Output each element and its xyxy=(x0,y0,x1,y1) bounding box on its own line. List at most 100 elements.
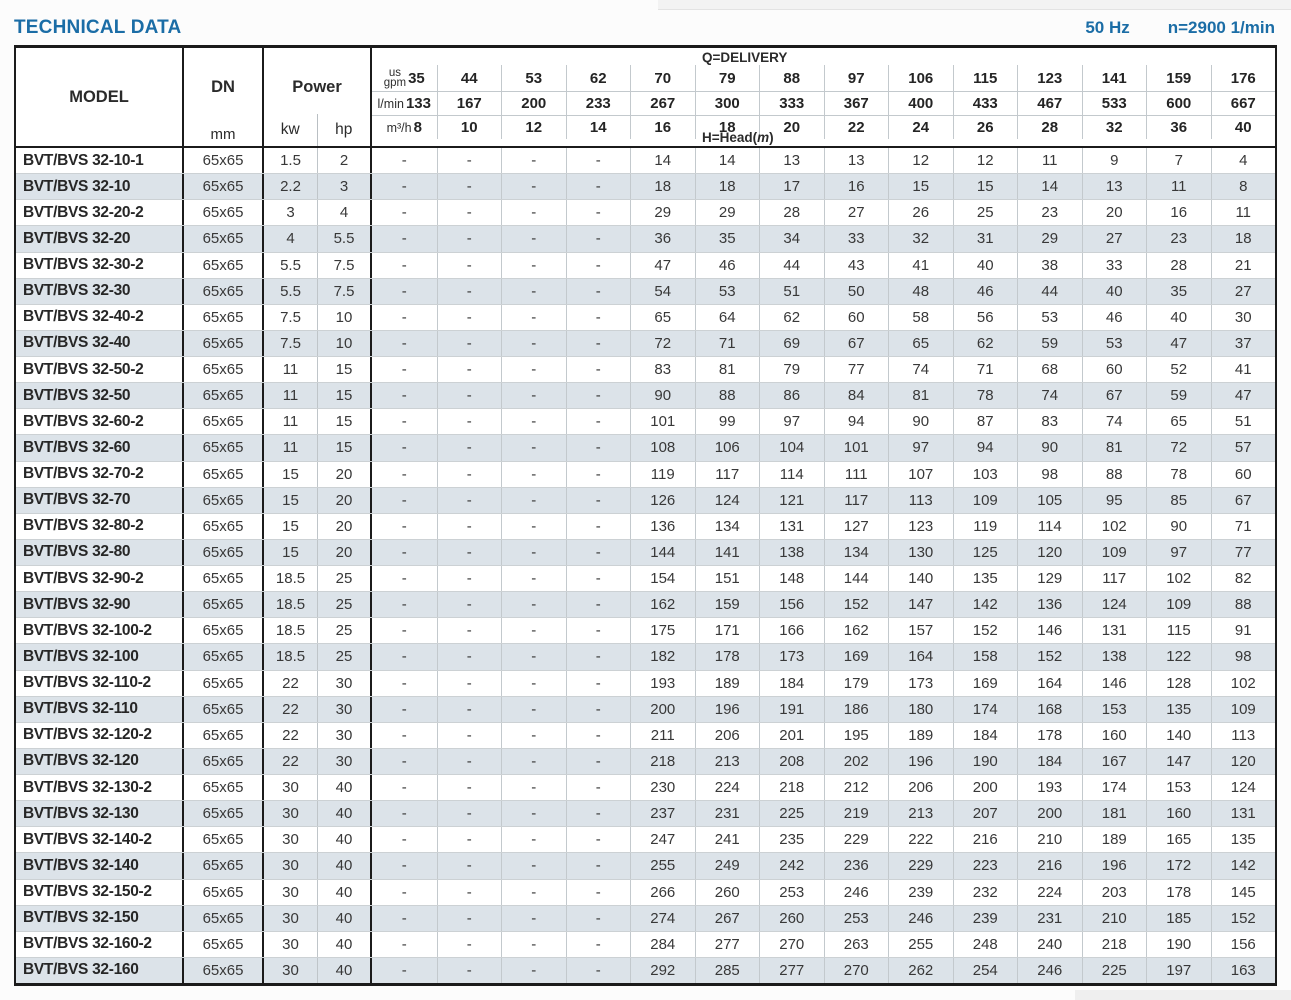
head-cell: 134 xyxy=(694,513,760,539)
table-row: BVT/BVS 32-40-2 65x65 7.5 10- - - -65 64 62 60 58 5… xyxy=(16,303,1276,330)
delivery-header-cell: 600 xyxy=(1146,92,1211,115)
head-cell: 219 xyxy=(823,801,889,827)
head-cell: 30 xyxy=(1210,304,1276,330)
head-cell: - xyxy=(436,931,502,957)
dn-cell: 65x65 xyxy=(184,278,264,304)
head-cell: 74 xyxy=(888,357,953,383)
head-cell: 123 xyxy=(888,513,953,539)
head-values: - - - -193 189 184 179 173 169 164 146 128 102 xyxy=(372,670,1275,696)
head-cell: 270 xyxy=(823,957,889,983)
delivery-header-cell: 159 xyxy=(1146,65,1211,91)
head-values: - - - -162 159 156 152 147 142 136 124 109 88 xyxy=(372,592,1275,618)
head-cell: - xyxy=(565,827,631,853)
kw-cell: 11 xyxy=(282,439,299,457)
head-cell: 247 xyxy=(630,827,695,853)
head-cell: 103 xyxy=(952,461,1018,487)
head-cell: 85 xyxy=(1146,487,1211,513)
head-values: - - - -154 151 148 144 140 135 129 117 102 82 xyxy=(372,566,1275,592)
head-values: - - - -175 171 166 162 157 152 146 131 115 91 xyxy=(372,618,1275,644)
head-values: - - - -90 88 86 84 81 78 74 67 59 47 xyxy=(372,383,1275,409)
head-cell: 64 xyxy=(694,304,760,330)
head-cell: 60 xyxy=(1210,461,1276,487)
dn-cell: 65x65 xyxy=(184,827,264,853)
hp-cell: 20 xyxy=(317,539,372,565)
head-cell: 33 xyxy=(1081,252,1147,278)
head-values: - - - -255 249 242 236 229 223 216 196 172 142 xyxy=(372,853,1275,879)
model-cell: BVT/BVS 32-150 xyxy=(16,905,184,931)
head-cell: 51 xyxy=(1210,409,1276,435)
head-cell: 178 xyxy=(694,644,760,670)
head-cell: 29 xyxy=(694,200,760,226)
kw-cell: 7.5 xyxy=(280,334,301,352)
head-cell: - xyxy=(501,879,566,905)
head-cell: 72 xyxy=(1146,435,1211,461)
model-cell: BVT/BVS 32-100-2 xyxy=(16,618,184,644)
kw-cell: 18.5 xyxy=(275,596,306,614)
head-cell: 186 xyxy=(823,696,889,722)
head-cell: 84 xyxy=(823,383,889,409)
head-cell: 131 xyxy=(1081,618,1147,644)
head-cell: - xyxy=(401,517,407,535)
head-cell: 124 xyxy=(1210,775,1276,801)
head-cell: - xyxy=(565,461,631,487)
head-cell: 235 xyxy=(759,827,824,853)
dn-cell: 65x65 xyxy=(184,226,264,252)
table-row: BVT/BVS 32-90 65x65 18.5 25- - - -162 159 156 152… xyxy=(16,591,1275,618)
head-cell: - xyxy=(501,357,566,383)
head-cell: 202 xyxy=(823,748,889,774)
head-cell: 224 xyxy=(1017,879,1082,905)
head-cell: 90 xyxy=(1017,435,1082,461)
head-cell: 246 xyxy=(823,879,889,905)
delivery-header-cell: 14 xyxy=(565,116,631,139)
head-cell: 26 xyxy=(888,200,953,226)
head-cell: 206 xyxy=(694,722,760,748)
head-cell: 222 xyxy=(888,827,953,853)
head-cell: - xyxy=(401,961,407,979)
dn-unit-label: mm xyxy=(210,126,236,143)
model-cell: BVT/BVS 32-100 xyxy=(16,644,184,670)
head-cell: 210 xyxy=(1017,827,1082,853)
head-cell: 255 xyxy=(888,931,953,957)
head-cell: - xyxy=(565,592,631,618)
head-cell: 101 xyxy=(823,435,889,461)
head-cell: - xyxy=(501,330,566,356)
head-cell: 53 xyxy=(694,278,760,304)
table-row: BVT/BVS 32-80 65x65 15 20- - - -144 141 138 134 13… xyxy=(16,538,1275,565)
head-cell: 109 xyxy=(1081,539,1147,565)
head-cell: - xyxy=(501,252,566,278)
head-cell: 138 xyxy=(1081,644,1147,670)
kw-cell: 5.5 xyxy=(280,282,301,300)
head-cell: 67 xyxy=(1081,383,1147,409)
head-cell: 28 xyxy=(1146,252,1211,278)
head-cell: 178 xyxy=(1017,722,1082,748)
hp-cell: 40 xyxy=(317,801,372,827)
table-row: BVT/BVS 32-80-2 65x65 15 20- - - -136 134 131 127… xyxy=(16,512,1275,539)
head-cell: 131 xyxy=(1210,801,1276,827)
model-cell: BVT/BVS 32-70 xyxy=(16,487,184,513)
head-cell: - xyxy=(436,513,502,539)
head-cell: 172 xyxy=(1146,853,1211,879)
head-cell: - xyxy=(565,748,631,774)
dn-cell: 65x65 xyxy=(184,174,264,200)
head-cell: 111 xyxy=(823,461,889,487)
head-values: - - - -136 134 131 127 123 119 114 102 90 71 xyxy=(372,513,1275,539)
kw-cell: 11 xyxy=(282,413,299,431)
head-values: - - - -182 178 173 169 164 158 152 138 122 98 xyxy=(372,644,1275,670)
head-cell: 200 xyxy=(630,696,695,722)
head-cell: 184 xyxy=(952,722,1018,748)
scan-artifact-top xyxy=(658,0,1291,10)
delivery-header-cell: 233 xyxy=(565,92,631,115)
head-cell: 27 xyxy=(1210,278,1276,304)
head-cell: - xyxy=(401,831,407,849)
head-cell: - xyxy=(565,278,631,304)
head-cell: 121 xyxy=(759,487,824,513)
head-cell: 262 xyxy=(888,957,953,983)
head-cell: 97 xyxy=(888,435,953,461)
head-cell: 135 xyxy=(1210,827,1276,853)
head-cell: 88 xyxy=(694,383,760,409)
head-cell: 210 xyxy=(1081,905,1147,931)
head-cell: 138 xyxy=(759,539,824,565)
head-cell: 224 xyxy=(694,775,760,801)
head-cell: 240 xyxy=(1017,931,1082,957)
head-cell: 46 xyxy=(952,278,1018,304)
